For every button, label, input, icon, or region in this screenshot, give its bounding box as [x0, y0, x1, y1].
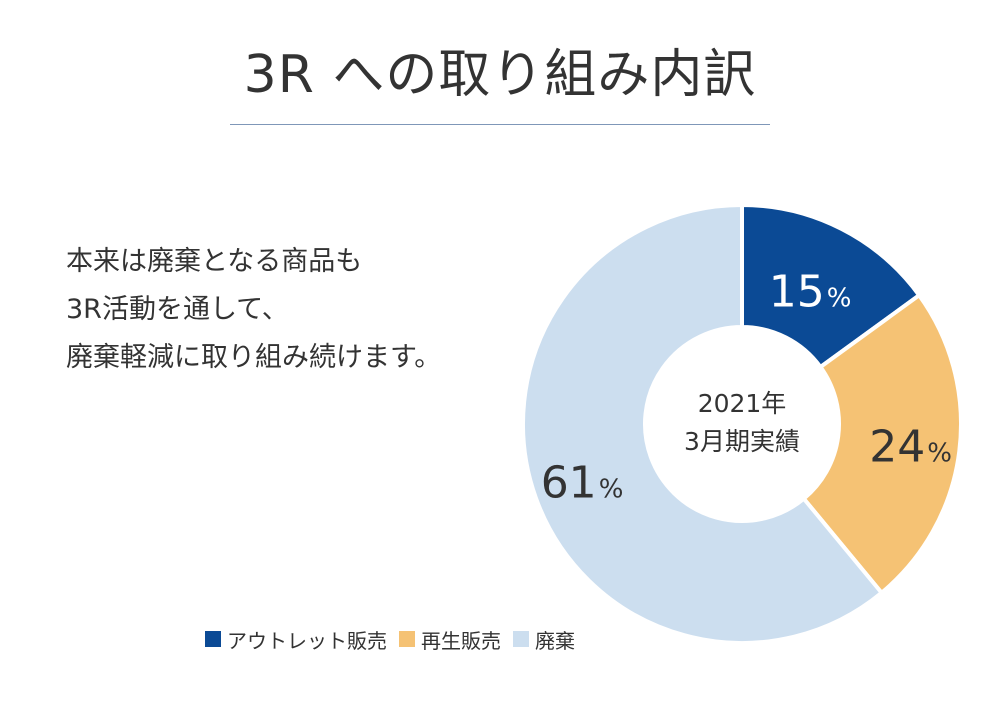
slice-label-recycled: 24% — [869, 421, 952, 472]
legend-swatch-outlet — [205, 631, 221, 647]
description: 本来は廃棄となる商品も 3R活動を通して、 廃棄軽減に取り組み続けます。 — [66, 238, 536, 382]
page-title: 3R への取り組み内訳 — [243, 45, 757, 105]
legend-swatch-disposal — [513, 631, 529, 647]
description-line: 3R活動を通して、 — [66, 294, 289, 325]
legend-item-recycled: 再生販売 — [399, 625, 501, 654]
title-divider — [230, 124, 770, 125]
slice-label-outlet: 15% — [769, 266, 852, 317]
slice-disposal — [521, 203, 884, 645]
legend-label-outlet: アウトレット販売 — [227, 628, 387, 653]
legend-item-outlet: アウトレット販売 — [205, 625, 387, 654]
center-label-year: 2021年 — [698, 389, 787, 418]
donut-center-label: 2021年 3月期実績 — [684, 389, 800, 456]
legend-swatch-recycled — [399, 631, 415, 647]
legend-item-disposal: 廃棄 — [513, 625, 575, 654]
legend-label-disposal: 廃棄 — [535, 628, 575, 653]
donut-slices — [521, 203, 963, 645]
description-line: 本来は廃棄となる商品も — [66, 246, 363, 277]
description-line: 廃棄軽減に取り組み続けます。 — [66, 342, 442, 373]
chart-legend: アウトレット販売 再生販売 廃棄 — [205, 624, 575, 654]
center-label-period: 3月期実績 — [684, 427, 800, 456]
legend-label-recycled: 再生販売 — [421, 628, 501, 653]
donut-slice-labels: 15% 24% 61% — [541, 266, 952, 508]
slice-label-disposal: 61% — [541, 458, 624, 509]
slice-recycled — [801, 293, 963, 595]
